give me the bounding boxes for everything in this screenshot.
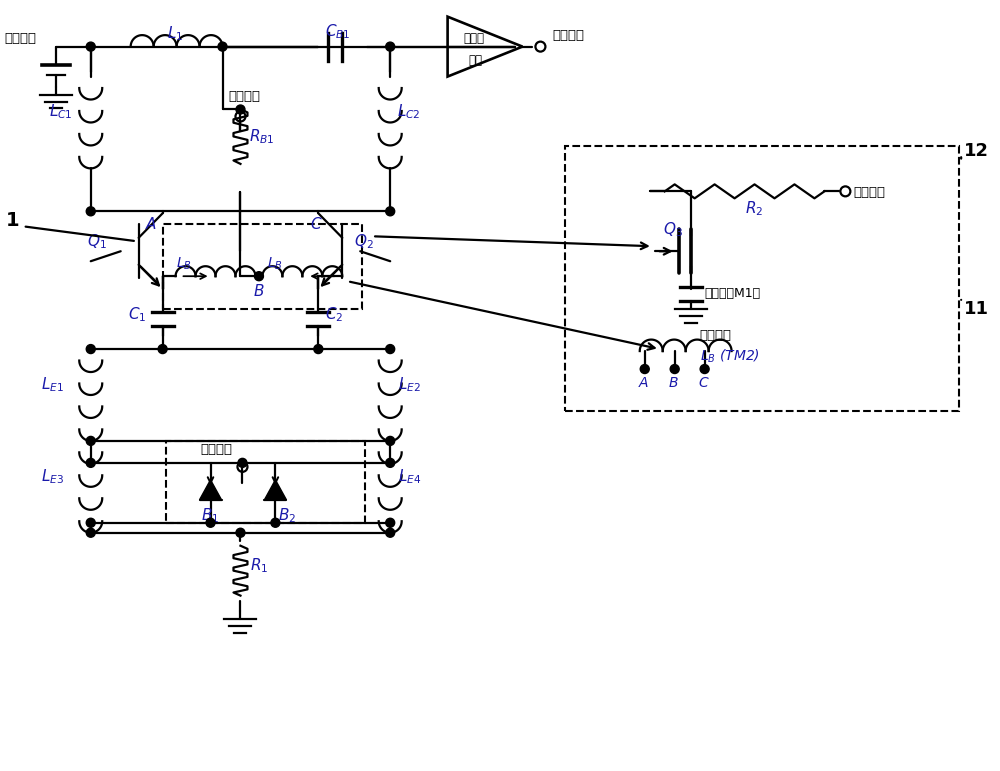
Bar bbox=[163, 224, 362, 309]
Circle shape bbox=[670, 365, 679, 373]
Text: $Q_1$: $Q_1$ bbox=[87, 232, 106, 251]
Circle shape bbox=[218, 42, 227, 51]
Text: 调谐电压: 调谐电压 bbox=[201, 443, 233, 456]
Text: $L_{E2}$: $L_{E2}$ bbox=[398, 375, 421, 394]
Text: $L_{E3}$: $L_{E3}$ bbox=[41, 466, 64, 486]
Circle shape bbox=[386, 518, 395, 527]
Text: $B_2$: $B_2$ bbox=[278, 507, 297, 526]
Text: $B_1$: $B_1$ bbox=[201, 507, 219, 526]
Text: 地平面（M1）: 地平面（M1） bbox=[705, 287, 761, 300]
Bar bbox=[565, 146, 959, 411]
Circle shape bbox=[86, 42, 95, 51]
Circle shape bbox=[236, 105, 245, 114]
Circle shape bbox=[238, 459, 247, 467]
Circle shape bbox=[86, 436, 95, 446]
Text: $A$: $A$ bbox=[638, 376, 649, 390]
Polygon shape bbox=[200, 480, 222, 500]
Text: $L_{E1}$: $L_{E1}$ bbox=[41, 375, 64, 394]
Circle shape bbox=[386, 459, 395, 467]
Circle shape bbox=[86, 207, 95, 216]
Text: 驱动放: 驱动放 bbox=[463, 32, 484, 45]
Text: $A$: $A$ bbox=[145, 217, 157, 232]
Circle shape bbox=[386, 436, 395, 446]
Circle shape bbox=[386, 345, 395, 354]
Text: 12: 12 bbox=[964, 143, 989, 160]
Circle shape bbox=[206, 518, 215, 527]
Text: $R_1$: $R_1$ bbox=[250, 557, 269, 575]
Text: 输出信号: 输出信号 bbox=[552, 29, 584, 42]
Text: $L_1$: $L_1$ bbox=[167, 25, 183, 43]
Circle shape bbox=[86, 345, 95, 354]
Circle shape bbox=[86, 528, 95, 537]
Text: $C_2$: $C_2$ bbox=[325, 305, 344, 324]
Text: 电源电压: 电源电压 bbox=[4, 32, 36, 45]
Text: $C$: $C$ bbox=[310, 217, 323, 232]
Text: $L_B$ (TM2): $L_B$ (TM2) bbox=[700, 348, 760, 365]
Polygon shape bbox=[264, 480, 286, 500]
Text: $L_{E4}$: $L_{E4}$ bbox=[398, 466, 422, 486]
Text: 开关电压: 开关电压 bbox=[853, 187, 885, 200]
Text: $C$: $C$ bbox=[698, 376, 709, 390]
Circle shape bbox=[236, 528, 245, 537]
Text: 基极电感: 基极电感 bbox=[700, 329, 732, 342]
Text: $B$: $B$ bbox=[668, 376, 678, 390]
Circle shape bbox=[86, 518, 95, 527]
Circle shape bbox=[386, 528, 395, 537]
Circle shape bbox=[271, 518, 280, 527]
Text: $B$: $B$ bbox=[253, 283, 264, 299]
Circle shape bbox=[86, 459, 95, 467]
Circle shape bbox=[386, 42, 395, 51]
Circle shape bbox=[314, 345, 323, 354]
Text: $L_B$: $L_B$ bbox=[176, 255, 191, 271]
Text: $Q_3$: $Q_3$ bbox=[663, 221, 683, 239]
Text: $C_{B1}$: $C_{B1}$ bbox=[325, 22, 351, 42]
Bar bbox=[166, 441, 365, 523]
Text: $L_{C1}$: $L_{C1}$ bbox=[49, 103, 72, 121]
Text: 1: 1 bbox=[6, 211, 20, 231]
Text: $L_B$: $L_B$ bbox=[267, 255, 283, 271]
Text: 11: 11 bbox=[964, 300, 989, 318]
Text: $L_{C2}$: $L_{C2}$ bbox=[397, 103, 421, 121]
Circle shape bbox=[254, 271, 263, 281]
Text: 大器: 大器 bbox=[468, 53, 482, 66]
Circle shape bbox=[640, 365, 649, 373]
Text: $C_1$: $C_1$ bbox=[128, 305, 146, 324]
Text: 偏置电压: 偏置电压 bbox=[228, 89, 260, 103]
Circle shape bbox=[700, 365, 709, 373]
Text: $R_{B1}$: $R_{B1}$ bbox=[249, 127, 275, 146]
Circle shape bbox=[158, 345, 167, 354]
Circle shape bbox=[386, 207, 395, 216]
Text: $R_2$: $R_2$ bbox=[745, 200, 763, 218]
Text: $Q_2$: $Q_2$ bbox=[354, 232, 374, 251]
